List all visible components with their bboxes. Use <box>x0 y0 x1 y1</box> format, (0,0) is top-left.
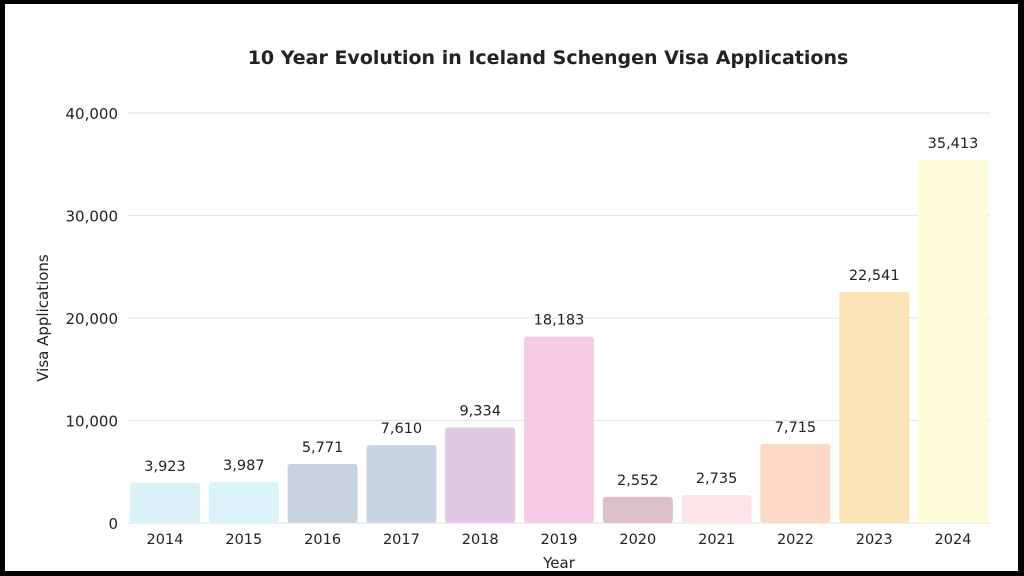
chart-title: 10 Year Evolution in Iceland Schengen Vi… <box>248 47 849 69</box>
x-tick-label: 2016 <box>304 532 341 548</box>
bar-2024 <box>918 160 988 523</box>
x-tick-label: 2024 <box>935 532 972 548</box>
y-tick-label: 10,000 <box>66 413 119 431</box>
data-label: 3,923 <box>144 459 186 475</box>
data-label: 35,413 <box>928 136 979 152</box>
bar-2022 <box>760 443 831 523</box>
x-tick-label: 2014 <box>147 532 184 548</box>
bar-2018 <box>445 427 516 523</box>
bar-2019 <box>524 336 594 523</box>
data-label: 5,771 <box>302 440 344 456</box>
x-tick-label: 2015 <box>225 532 262 548</box>
bar-2014 <box>130 482 200 523</box>
data-label: 9,334 <box>459 403 501 419</box>
x-tick-label: 2017 <box>383 532 420 548</box>
bar-2023 <box>839 291 910 523</box>
bar-2021 <box>681 494 752 523</box>
y-tick-label: 30,000 <box>66 208 119 226</box>
x-tick-label: 2021 <box>698 532 735 548</box>
x-tick-label: 2023 <box>856 532 893 548</box>
bar-2020 <box>602 496 673 523</box>
data-label: 2,735 <box>696 471 738 487</box>
x-tick-label: 2020 <box>619 532 656 548</box>
y-axis-label: Visa Applications <box>34 254 52 382</box>
data-label: 22,541 <box>849 268 900 284</box>
data-label: 2,552 <box>617 473 659 489</box>
x-tick-label: 2019 <box>541 532 578 548</box>
bar-2016 <box>287 463 358 523</box>
y-tick-label: 40,000 <box>66 105 119 123</box>
x-axis-label: Year <box>542 554 576 572</box>
x-tick-label: 2022 <box>777 532 814 548</box>
x-tick-label: 2018 <box>462 532 499 548</box>
y-tick-label: 20,000 <box>66 310 119 328</box>
data-label: 18,183 <box>534 313 585 329</box>
bar-2015 <box>208 482 279 523</box>
y-tick-label: 0 <box>108 515 118 533</box>
bar-2017 <box>366 444 437 523</box>
data-label: 3,987 <box>223 458 265 474</box>
data-label: 7,715 <box>775 420 817 436</box>
data-label: 7,610 <box>381 421 423 437</box>
